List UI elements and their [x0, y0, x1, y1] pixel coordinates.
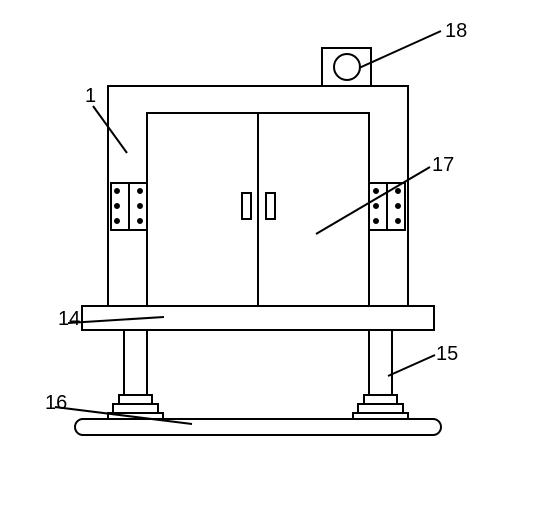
- callout-label-18: 18: [445, 20, 467, 43]
- technical-diagram: [0, 0, 554, 511]
- callout-label-1: 1: [85, 85, 96, 108]
- leg-left: [124, 330, 147, 395]
- callout-label-16: 16: [45, 392, 67, 415]
- hinge-left: [111, 183, 147, 230]
- top-box-circle: [334, 54, 360, 80]
- callout-label-14: 14: [58, 308, 80, 331]
- callout-label-15: 15: [436, 343, 458, 366]
- callout-line-15: [388, 355, 435, 376]
- callout-line-16: [55, 407, 192, 424]
- leg-right: [369, 330, 392, 395]
- callout-label-17: 17: [432, 154, 454, 177]
- hinge-right: [369, 183, 405, 230]
- callout-line-17: [316, 167, 430, 234]
- foot-right: [353, 395, 408, 419]
- callout-line-1: [93, 106, 127, 153]
- handle-right: [266, 193, 275, 219]
- handle-left: [242, 193, 251, 219]
- base-plate: [75, 419, 441, 435]
